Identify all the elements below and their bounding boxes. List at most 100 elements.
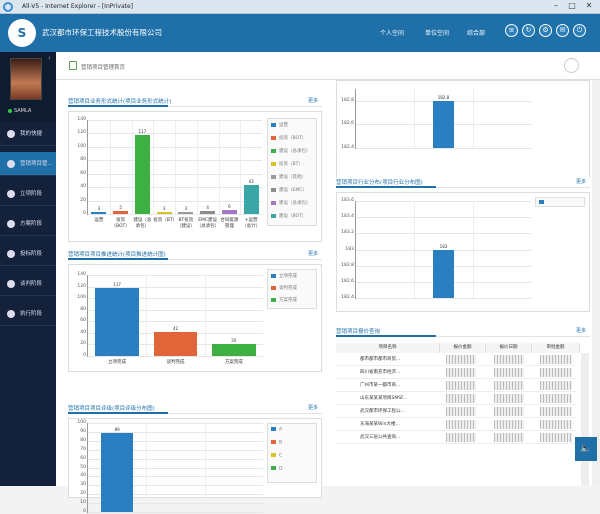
project-name-cell[interactable]: 四川省南充市经济... — [360, 370, 401, 375]
menu-icon[interactable]: ≡ — [505, 24, 518, 37]
legend-item: 投资（BT） — [271, 161, 303, 167]
legend-label: 立项完成 — [279, 274, 297, 279]
sidebar-item-negotiation[interactable]: 谈判阶段 — [0, 272, 56, 296]
bar — [134, 135, 150, 214]
message-icon[interactable]: ✉ — [556, 24, 569, 37]
maximize-button[interactable]: □ — [568, 1, 576, 10]
quotation-table: 项目名称 报价金额 报价日期 审批金额 都市都市都市商贸... 四川省南充市经济.… — [336, 343, 590, 486]
nav-personal-space[interactable]: 个人空间 — [380, 30, 405, 37]
legend-label: 投资（BT） — [279, 162, 303, 167]
y-tick-label: 10 — [80, 500, 86, 506]
table-scrollbar[interactable] — [581, 353, 589, 486]
title-underline — [68, 412, 168, 414]
y-tick-label: 182.8 — [341, 262, 354, 268]
table-row[interactable]: 东海某某Win大楼... — [336, 418, 576, 431]
table-row[interactable]: 武汉三层公共查询... — [336, 431, 576, 444]
y-tick-label: 140 — [77, 272, 86, 277]
redacted-cell — [494, 368, 524, 377]
power-icon[interactable]: ⏻ — [573, 24, 586, 37]
collapse-icon[interactable]: ‹ — [48, 54, 51, 62]
bar-value-label: 3 — [162, 205, 166, 211]
sidebar-item-proposal[interactable]: 方案阶段 — [0, 212, 56, 236]
app-header: S 武汉都市环保工程技术股份有限公司 个人空间 单位空间 综合部 ≡ ↻ ⚙ ✉… — [0, 14, 600, 52]
legend-swatch — [271, 161, 276, 166]
y-tick-label: 40 — [80, 329, 86, 335]
legend-swatch — [271, 174, 276, 179]
y-tick-label: 183.4 — [341, 214, 354, 220]
page-scrollbar[interactable] — [592, 80, 600, 486]
redacted-cell — [540, 368, 572, 377]
panel-business-type: 营销项目业务形式统计(项目业务形式统计) 更多 0 20 40 60 80 100 120 1… — [68, 97, 322, 242]
sidebar-item-bidding[interactable]: 投标阶段 — [0, 242, 56, 266]
legend-item — [539, 200, 547, 206]
minimize-button[interactable]: – — [554, 1, 558, 10]
grid-line — [356, 298, 531, 299]
chart-plot: 0 20 40 60 80 100 120 140 117 立项完成 42 谈判完成 20 方案完成 — [77, 272, 263, 365]
grid-line — [88, 356, 263, 357]
more-link[interactable]: 更多 — [308, 405, 319, 411]
table-header: 报价日期 — [486, 343, 532, 353]
volume-icon[interactable]: 🔈 — [575, 437, 597, 461]
divider — [56, 79, 600, 80]
panel-title: 营销项目业务形式统计(项目业务形式统计) — [68, 99, 172, 105]
y-tick-label: 80 — [80, 306, 86, 312]
refresh-icon[interactable]: ↻ — [522, 24, 535, 37]
x-tick-label: EMC建设（总承包） — [196, 218, 220, 229]
project-name-cell[interactable]: 武汉都市环保工程公... — [360, 409, 405, 414]
grid-line — [356, 201, 531, 202]
y-tick-label: 40 — [80, 473, 86, 479]
redacted-cell — [494, 355, 524, 364]
sidebar-item-execution[interactable]: 执行阶段 — [0, 302, 56, 326]
bar-value-label: 42 — [172, 325, 179, 331]
redacted-cell — [494, 420, 524, 429]
chart-box: 0 10 20 30 40 50 60 70 80 90 100 89 A B C D — [68, 418, 322, 514]
table-row[interactable]: 武汉都市环保工程公... — [336, 405, 576, 418]
project-name-cell[interactable]: 武汉三层公共查询... — [360, 435, 401, 440]
grid-line — [88, 214, 262, 215]
grid-line — [88, 449, 263, 451]
sidebar-item-initiation[interactable]: 立项阶段 — [0, 182, 56, 206]
grid-line — [88, 423, 263, 424]
chart-box: 0 20 40 60 80 100 120 140 117 立项完成 42 谈判完成 20 方案完成 立项… — [68, 264, 322, 372]
y-tick-label: 0 — [83, 353, 86, 358]
close-button[interactable]: ✕ — [585, 1, 593, 10]
sidebar-item-marketing[interactable]: 营销项目管... — [0, 152, 56, 176]
avatar[interactable] — [10, 58, 42, 100]
table-header: 报价金额 — [440, 343, 486, 353]
x-tick-label: 投资（BOT） — [111, 218, 130, 229]
chart-plot: 183.6 183.4 183.2 183 182.8 182.6 182.4 183 — [341, 198, 531, 300]
more-link[interactable]: 更多 — [308, 98, 319, 104]
window-titlebar: All-V5 - Internet Explorer - [InPrivate]… — [0, 0, 600, 14]
title-underline — [68, 258, 168, 260]
more-link[interactable]: 更多 — [576, 328, 587, 334]
sidebar-item-shortcuts[interactable]: 我的快捷 — [0, 122, 56, 146]
more-link[interactable]: 更多 — [308, 251, 319, 257]
y-tick-label: 140 — [77, 117, 86, 122]
online-status-icon — [8, 109, 12, 113]
y-tick-label: 182.6 — [341, 278, 354, 284]
table-row[interactable]: 山东某某某项目SMSF... — [336, 392, 576, 405]
redacted-cell — [446, 381, 476, 390]
initiation-icon — [7, 190, 15, 198]
y-tick-label: 100 — [77, 143, 86, 149]
project-name-cell[interactable]: 都市都市都市商贸... — [360, 357, 401, 362]
x-tick-label: 运营 — [94, 218, 104, 223]
legend-item: 谈判完成 — [271, 285, 297, 291]
tip-icon[interactable] — [564, 58, 579, 73]
table-row[interactable]: 广州市某一都市商... — [336, 379, 576, 392]
grid-vline — [414, 89, 416, 148]
project-name-cell[interactable]: 山东某某某项目SMSF... — [360, 396, 408, 401]
project-name-cell[interactable]: 广州市某一都市商... — [360, 383, 401, 388]
table-row[interactable]: 都市都市都市商贸... — [336, 353, 576, 366]
project-name-cell[interactable]: 东海某某Win大楼... — [360, 422, 400, 427]
settings-icon[interactable]: ⚙ — [539, 24, 552, 37]
grid-line — [356, 233, 531, 235]
more-link[interactable]: 更多 — [576, 179, 587, 185]
grid-line — [88, 286, 263, 288]
chart-box: 0 20 40 60 80 100 120 140 3 运营 5 投资（BOT） 117 建设（总承包） 3… — [68, 111, 322, 242]
legend-item: 投资（BOT） — [271, 135, 306, 141]
nav-unit-space[interactable]: 单位空间 — [425, 30, 450, 37]
bar-value-label: 4 — [206, 205, 209, 211]
nav-general-dept[interactable]: 综合部 — [467, 30, 486, 37]
table-row[interactable]: 四川省南充市经济... — [336, 366, 576, 379]
